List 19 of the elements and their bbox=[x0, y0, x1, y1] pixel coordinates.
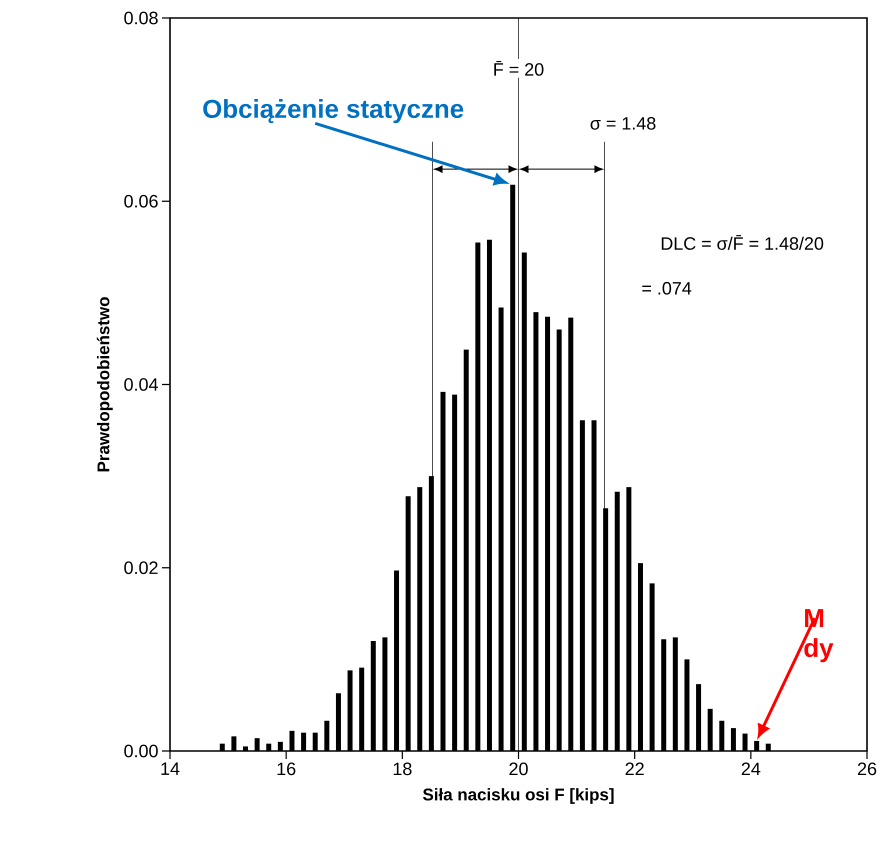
x-tick-label: 26 bbox=[858, 762, 876, 776]
x-tick-label: 16 bbox=[278, 762, 296, 776]
ref-line-label: F̄ = 20 bbox=[494, 60, 544, 76]
y-tick-label: 0.04 bbox=[124, 378, 158, 391]
y-axis-title: Prawdopodobieństwo bbox=[96, 297, 113, 472]
annotation: σ = 1.48 bbox=[590, 117, 656, 130]
annotation: DLC = σ/F̄ = 1.48/20 bbox=[662, 235, 824, 250]
y-tick-label: 0.08 bbox=[124, 12, 158, 24]
annotation: = .074 bbox=[642, 282, 692, 295]
y-tick-label: 0.00 bbox=[124, 744, 158, 758]
x-axis-title: Siła nacisku osi F [kips] bbox=[422, 788, 614, 804]
annotation: Obciążenie statyczne bbox=[203, 99, 464, 124]
x-tick-label: 20 bbox=[509, 762, 528, 776]
y-tick-label: 0.06 bbox=[124, 194, 158, 208]
y-tick-label: 0.02 bbox=[124, 561, 158, 574]
x-tick-label: 22 bbox=[626, 762, 644, 776]
x-tick-label: 18 bbox=[394, 762, 412, 776]
x-tick-label: 24 bbox=[742, 762, 760, 776]
x-tick-label: 14 bbox=[161, 762, 180, 775]
